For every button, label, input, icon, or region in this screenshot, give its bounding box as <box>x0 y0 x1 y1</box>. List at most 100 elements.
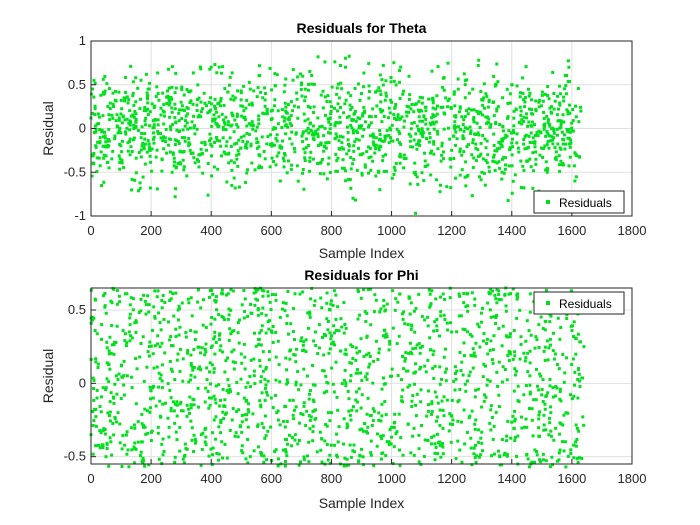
theta-point <box>266 135 270 139</box>
theta-point <box>118 160 122 164</box>
phi-point <box>94 415 98 419</box>
phi-point <box>230 330 234 334</box>
theta-point <box>124 96 128 100</box>
phi-point <box>505 454 509 458</box>
phi-point <box>330 366 334 370</box>
phi-point <box>541 400 545 404</box>
phi-point <box>325 291 329 295</box>
theta-point <box>123 118 127 122</box>
phi-point <box>576 377 580 381</box>
theta-point <box>408 139 412 143</box>
theta-point <box>526 87 530 91</box>
phi-point <box>433 390 437 394</box>
theta-point <box>260 135 264 139</box>
phi-point <box>93 298 97 302</box>
theta-point <box>381 159 385 163</box>
phi-point <box>243 413 247 417</box>
theta-point <box>497 146 501 150</box>
phi-point <box>364 319 368 323</box>
phi-point <box>572 394 576 398</box>
theta-point <box>96 140 100 144</box>
theta-point <box>557 84 561 88</box>
phi-point <box>476 387 480 391</box>
phi-point <box>220 314 224 318</box>
phi-point <box>322 353 326 357</box>
phi-point <box>153 316 157 320</box>
phi-point <box>575 426 579 430</box>
phi-point <box>219 431 223 435</box>
theta-point <box>359 126 363 130</box>
theta-point <box>424 105 428 109</box>
phi-point <box>455 369 459 373</box>
phi-point <box>299 460 303 464</box>
phi-point <box>190 314 194 318</box>
phi-point <box>291 413 295 417</box>
phi-point <box>406 369 410 373</box>
phi-point <box>91 318 95 322</box>
theta-point <box>97 156 101 160</box>
theta-point <box>221 65 225 69</box>
phi-point <box>368 355 372 359</box>
phi-point <box>145 409 149 413</box>
theta-point <box>566 109 570 113</box>
phi-point <box>376 357 380 361</box>
theta-point <box>156 131 160 135</box>
theta-point <box>371 140 375 144</box>
phi-point <box>471 366 475 370</box>
theta-point <box>263 86 267 90</box>
phi-point <box>528 390 532 394</box>
theta-point <box>563 147 567 151</box>
phi-point <box>230 418 234 422</box>
theta-point <box>454 114 458 118</box>
theta-point <box>252 89 256 93</box>
phi-point <box>153 344 157 348</box>
phi-point <box>203 440 207 444</box>
phi-point <box>484 395 488 399</box>
theta-point <box>130 150 134 154</box>
phi-point <box>372 409 376 413</box>
theta-point <box>283 116 287 120</box>
theta-point <box>180 136 184 140</box>
phi-point <box>388 428 392 432</box>
phi-point <box>146 294 150 298</box>
phi-point <box>181 457 185 461</box>
phi-point <box>262 289 266 293</box>
phi-ytick-label: -0.5 <box>64 449 86 464</box>
theta-point <box>447 97 451 101</box>
theta-point <box>522 169 526 173</box>
phi-point <box>100 337 104 341</box>
phi-point <box>115 302 119 306</box>
theta-point <box>215 110 219 114</box>
phi-point <box>217 452 221 456</box>
theta-point <box>334 121 338 125</box>
theta-point <box>102 92 106 96</box>
theta-point <box>467 107 471 111</box>
theta-point <box>500 137 504 141</box>
phi-point <box>161 294 165 298</box>
theta-point <box>510 83 514 87</box>
theta-point <box>122 166 126 170</box>
phi-point <box>349 361 353 365</box>
theta-point <box>296 75 300 79</box>
phi-point <box>363 310 367 314</box>
phi-point <box>402 310 406 314</box>
phi-point <box>175 358 179 362</box>
theta-point <box>212 113 216 117</box>
theta-point <box>391 139 395 143</box>
phi-point <box>256 313 260 317</box>
phi-point <box>220 291 224 295</box>
phi-point <box>196 386 200 390</box>
phi-point <box>431 366 435 370</box>
phi-point <box>141 335 145 339</box>
theta-point <box>417 115 421 119</box>
phi-point <box>105 340 109 344</box>
theta-point <box>167 98 171 102</box>
theta-point <box>354 119 358 123</box>
phi-point <box>276 457 280 461</box>
theta-point <box>95 122 99 126</box>
theta-point <box>282 165 286 169</box>
theta-point <box>132 126 136 130</box>
phi-point <box>297 438 301 442</box>
theta-point <box>291 68 295 72</box>
theta-point <box>270 117 274 121</box>
